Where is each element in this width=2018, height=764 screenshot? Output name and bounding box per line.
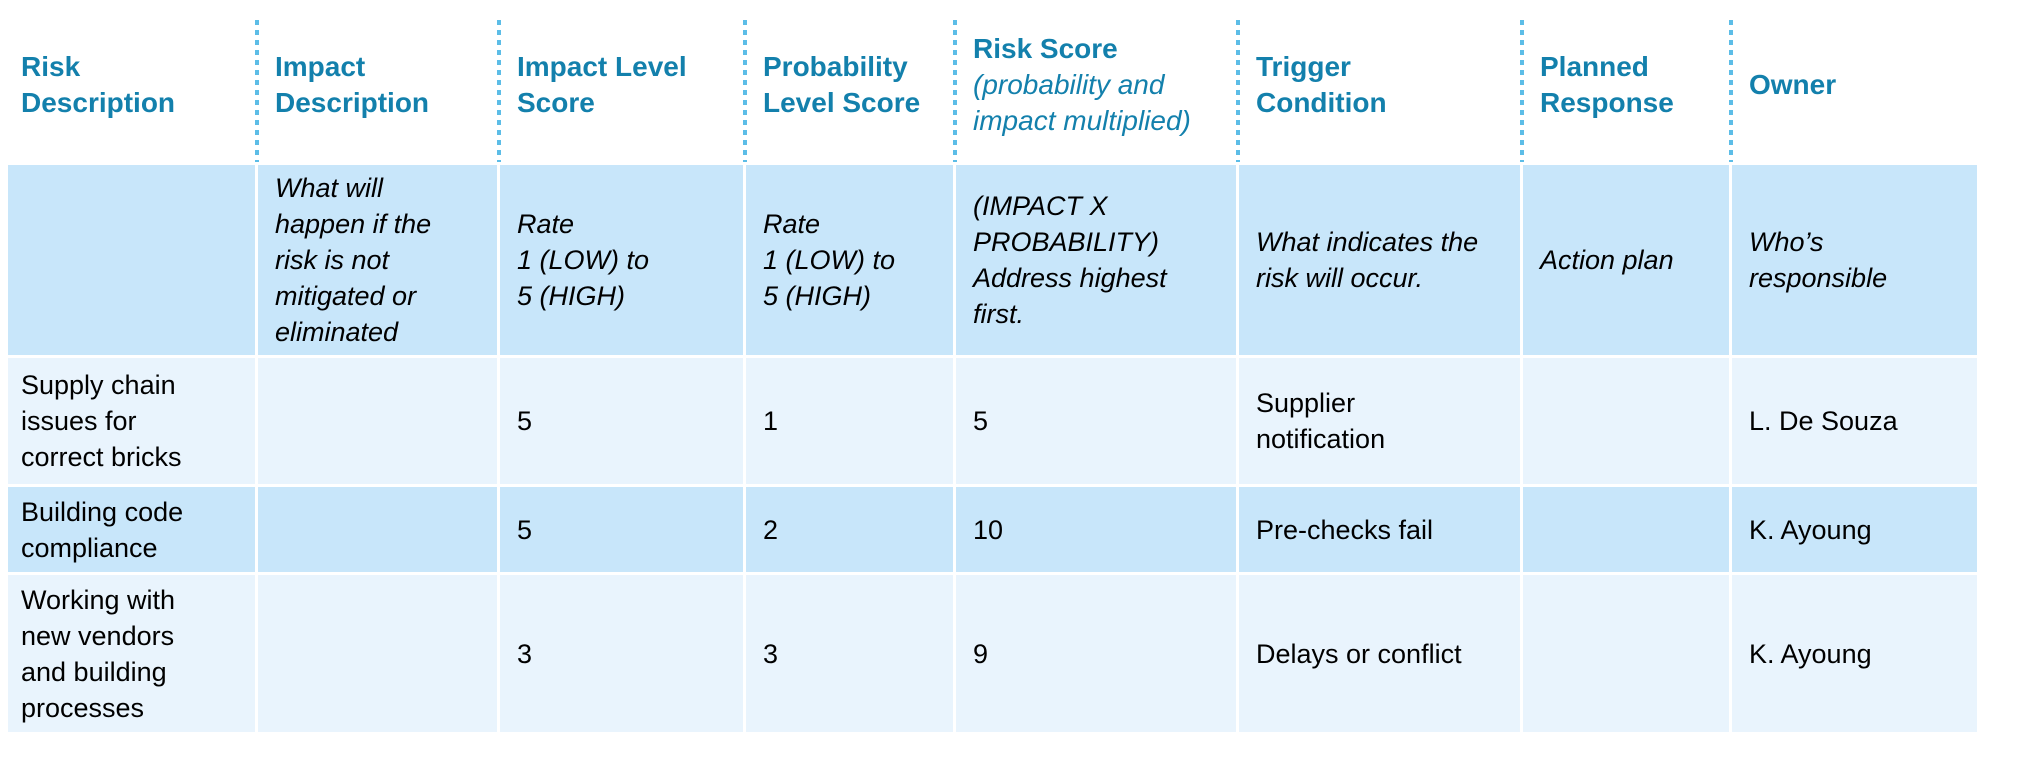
column-header-label: Risk Score [973, 33, 1118, 64]
header-cell-impact-level-score: Impact Level Score [497, 8, 743, 162]
row2-trigger-condition: Pre-checks fail [1239, 487, 1520, 572]
row3-owner: K. Ayoung [1732, 575, 1977, 732]
column-divider-dotted [255, 20, 259, 162]
column-divider-dotted [743, 20, 747, 162]
row3-impact-description [258, 575, 497, 732]
row2-impact-description [258, 487, 497, 572]
column-header-label: Owner [1749, 69, 1837, 100]
header-cell-impact-description: Impact Description [255, 8, 497, 162]
column-divider-dotted [1729, 20, 1733, 162]
header-cell-risk-description: Risk Description [8, 8, 255, 162]
header-cell-planned-response: Planned Response [1520, 8, 1729, 162]
row1-risk-score: 5 [956, 358, 1236, 484]
row3-trigger-condition: Delays or conflict [1239, 575, 1520, 732]
guidance-cell-impact-description: What will happen if the risk is not miti… [258, 165, 497, 355]
row2-probability-level-score: 2 [746, 487, 953, 572]
row1-impact-level-score: 5 [500, 358, 743, 484]
row1-trigger-condition: Supplier notification [1239, 358, 1520, 484]
risk-register-table: Risk Description Impact Description Impa… [8, 8, 1977, 732]
row2-impact-level-score: 5 [500, 487, 743, 572]
column-header-subtitle: (probability and impact multiplied) [973, 69, 1191, 136]
row3-probability-level-score: 3 [746, 575, 953, 732]
row3-risk-description: Working with new vendors and building pr… [8, 575, 255, 732]
row3-risk-score: 9 [956, 575, 1236, 732]
row2-planned-response [1523, 487, 1729, 572]
row3-planned-response [1523, 575, 1729, 732]
column-divider-dotted [1236, 20, 1240, 162]
guidance-cell-trigger-condition: What indicates the risk will occur. [1239, 165, 1520, 355]
guidance-cell-risk-score: (IMPACT X PROBABILITY) Address highest f… [956, 165, 1236, 355]
column-header-label: Trigger Condition [1256, 51, 1387, 118]
header-cell-probability-level-score: Probability Level Score [743, 8, 953, 162]
column-divider-dotted [953, 20, 957, 162]
row1-impact-description [258, 358, 497, 484]
guidance-cell-owner: Who’s responsible [1732, 165, 1977, 355]
guidance-cell-impact-level-score: Rate 1 (LOW) to 5 (HIGH) [500, 165, 743, 355]
header-cell-risk-score: Risk Score (probability and impact multi… [953, 8, 1236, 162]
column-header-label: Risk Description [21, 51, 176, 118]
guidance-cell-planned-response: Action plan [1523, 165, 1729, 355]
row2-risk-score: 10 [956, 487, 1236, 572]
column-header-label: Impact Level Score [517, 51, 687, 118]
column-header-label: Probability Level Score [763, 51, 921, 118]
row3-impact-level-score: 3 [500, 575, 743, 732]
row1-planned-response [1523, 358, 1729, 484]
row1-probability-level-score: 1 [746, 358, 953, 484]
guidance-cell-probability-level-score: Rate 1 (LOW) to 5 (HIGH) [746, 165, 953, 355]
row1-risk-description: Supply chain issues for correct bricks [8, 358, 255, 484]
column-divider-dotted [1520, 20, 1524, 162]
row1-owner: L. De Souza [1732, 358, 1977, 484]
column-divider-dotted [497, 20, 501, 162]
row2-risk-description: Building code compliance [8, 487, 255, 572]
header-cell-trigger-condition: Trigger Condition [1236, 8, 1520, 162]
guidance-cell-risk-description [8, 165, 255, 355]
row2-owner: K. Ayoung [1732, 487, 1977, 572]
column-header-label: Planned Response [1540, 51, 1674, 118]
column-header-label: Impact Description [275, 51, 430, 118]
header-cell-owner: Owner [1729, 8, 1977, 162]
